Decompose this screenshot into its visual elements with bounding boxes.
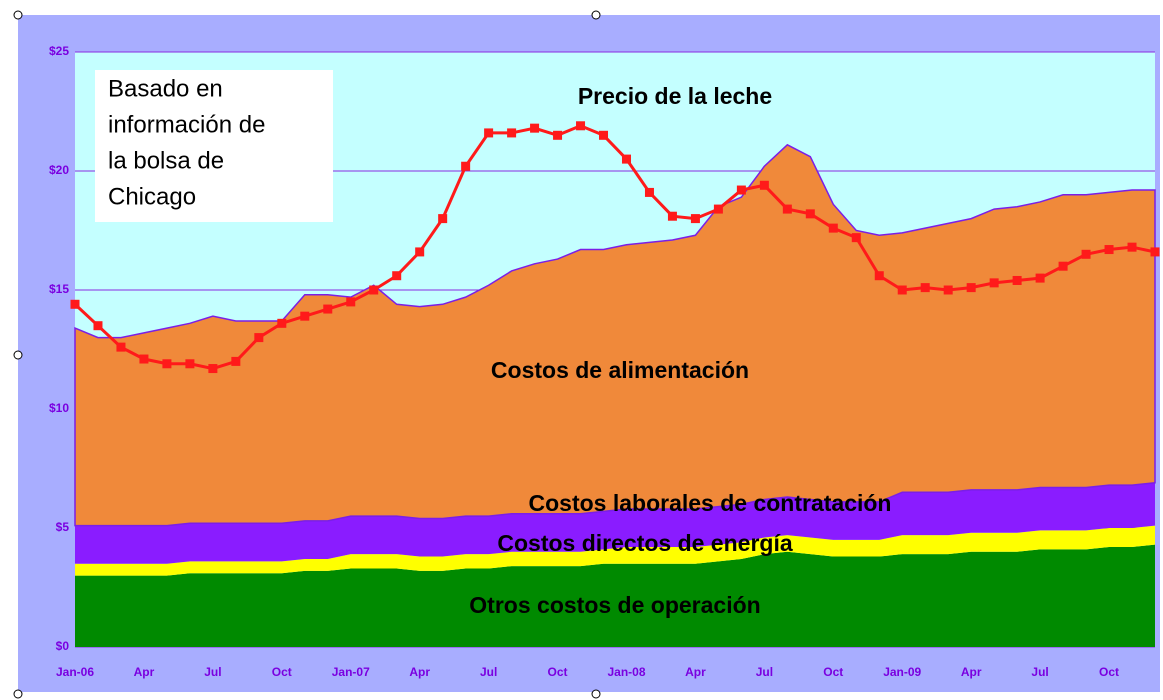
marker [1104,245,1114,255]
y-tick-label: $5 [56,520,70,534]
marker [461,161,471,171]
marker [231,356,241,366]
handle [13,10,23,20]
y-tick-label: $25 [49,44,69,58]
marker [162,359,172,369]
y-tick-label: $15 [49,282,69,296]
marker [782,204,792,214]
x-tick-label: Jan-06 [56,665,94,679]
marker [300,311,310,321]
x-tick-label: Apr [685,665,706,679]
series-label: Costos laborales de contratación [529,490,892,516]
marker [507,128,517,138]
x-tick-label: Apr [961,665,982,679]
marker [621,154,631,164]
marker [277,318,287,328]
note-line: Chicago [108,183,196,210]
marker [644,187,654,197]
marker [1035,273,1045,283]
marker [484,128,494,138]
note-line: Basado en [108,75,223,102]
marker [759,180,769,190]
note-line: información de [108,111,265,138]
marker [553,130,563,140]
areas [74,143,1156,647]
x-tick-label: Jan-07 [332,665,370,679]
handle [591,10,601,20]
marker [438,214,448,224]
marker [254,333,264,343]
area [74,143,1156,527]
marker [805,209,815,219]
x-tick-label: Jan-08 [607,665,645,679]
note: Basado en información de la bolsa de Chicag… [108,75,265,210]
marker [874,271,884,281]
marker [920,283,930,293]
marker [530,123,540,133]
marker [93,321,103,331]
series-label: Costos de alimentación [491,357,749,383]
marker [943,285,953,295]
note-box [95,70,333,222]
area [75,525,1155,576]
series-label: Costos directos de energía [497,530,792,556]
x-tick-label: Oct [823,665,843,679]
x-tick-label: Jul [204,665,221,679]
area [75,544,1155,647]
marker [323,304,333,314]
y-tick-label: $10 [49,401,69,415]
x-tick-label: Jan-09 [883,665,921,679]
marker [1058,261,1068,271]
series-labels: Otros costos de operación Costos directos… [469,83,891,618]
handle [13,350,23,360]
y-tick-label: $0 [56,639,70,653]
x-tick-label: Oct [1099,665,1119,679]
marker [208,364,218,374]
x-tick-label: Oct [548,665,568,679]
marker [828,223,838,233]
x-tick-label: Jul [480,665,497,679]
marker [1081,249,1091,259]
marker [1150,247,1160,257]
marker [989,278,999,288]
marker [576,121,586,131]
marker [392,271,402,281]
marker [185,359,195,369]
marker [851,233,861,243]
marker [966,283,976,293]
handle [13,689,23,699]
marker [1012,275,1022,285]
marker [599,130,609,140]
x-tick-label: Jul [756,665,773,679]
marker [1127,242,1137,252]
series-label: Otros costos de operación [469,592,760,618]
area [75,482,1155,564]
y-tick-label: $20 [49,163,69,177]
marker [897,285,907,295]
marker [415,247,425,257]
handle [591,689,601,699]
marker [139,354,149,364]
note-line: la bolsa de [108,147,224,174]
x-tick-label: Apr [409,665,430,679]
x-tick-label: Jul [1031,665,1048,679]
marker [736,185,746,195]
marker [346,297,356,307]
marker [690,214,700,224]
series-label: Precio de la leche [578,83,772,109]
ticks: $0 $5 $10 $15 $20 $25 Jan-06 Apr Jul Oct Jan-07 Apr… [49,44,1119,679]
marker [369,285,379,295]
price-line [70,121,1160,374]
x-tick-label: Apr [134,665,155,679]
selection-handles [13,10,601,699]
marker [70,299,80,309]
marker [116,342,126,352]
x-tick-label: Oct [272,665,292,679]
marker [667,211,677,221]
marker [713,204,723,214]
